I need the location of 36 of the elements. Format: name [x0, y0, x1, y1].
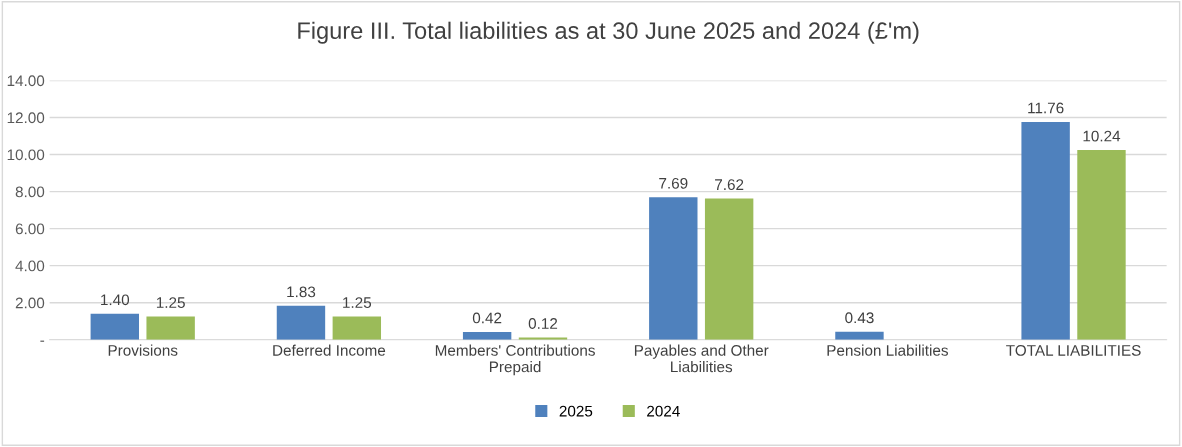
legend-label: 2024 — [647, 405, 680, 417]
data-label: 7.69 — [659, 177, 688, 189]
y-tick-label: 8.00 — [15, 186, 45, 198]
bar — [704, 198, 754, 340]
bar — [1077, 150, 1126, 340]
data-label: 1.40 — [101, 294, 130, 306]
data-label: 1.25 — [156, 297, 185, 308]
data-label: 11.76 — [1028, 102, 1064, 114]
x-tick-label: Members' Contributions Prepaid — [435, 344, 595, 376]
y-tick-label: 10.00 — [7, 149, 45, 161]
bar — [146, 316, 195, 340]
bar — [649, 197, 698, 340]
bar — [332, 316, 382, 340]
y-tick-label: - — [40, 340, 45, 342]
x-tick-label: TOTAL LIABILITIES — [1006, 344, 1141, 356]
y-tick-label: 2.00 — [15, 297, 45, 309]
chart-title: Figure III. Total liabilities as at 30 June 2025 and 2024 (£'m) — [298, 21, 919, 44]
y-tick-label: 4.00 — [15, 260, 45, 272]
data-label: 10.24 — [1083, 130, 1121, 142]
x-tick-label: Deferred Income — [273, 344, 386, 356]
data-label: 0.42 — [472, 312, 502, 324]
y-tick-label: 12.00 — [7, 112, 45, 124]
data-label: 1.83 — [287, 286, 316, 298]
bar — [90, 313, 139, 340]
data-label: 0.43 — [845, 312, 874, 324]
bar — [1021, 121, 1070, 340]
legend-label: 2025 — [559, 405, 593, 417]
y-tick-label: 6.00 — [15, 223, 45, 235]
data-label: 1.25 — [343, 297, 372, 308]
bar — [276, 305, 326, 340]
x-tick-label: Pension Liabilities — [827, 344, 948, 356]
x-tick-label: Payables and Other Liabilities — [634, 344, 769, 373]
data-label: 7.62 — [715, 179, 744, 191]
data-label: 0.12 — [528, 318, 558, 329]
y-tick-label: 14.00 — [7, 75, 45, 87]
x-tick-label: Provisions — [108, 344, 178, 356]
